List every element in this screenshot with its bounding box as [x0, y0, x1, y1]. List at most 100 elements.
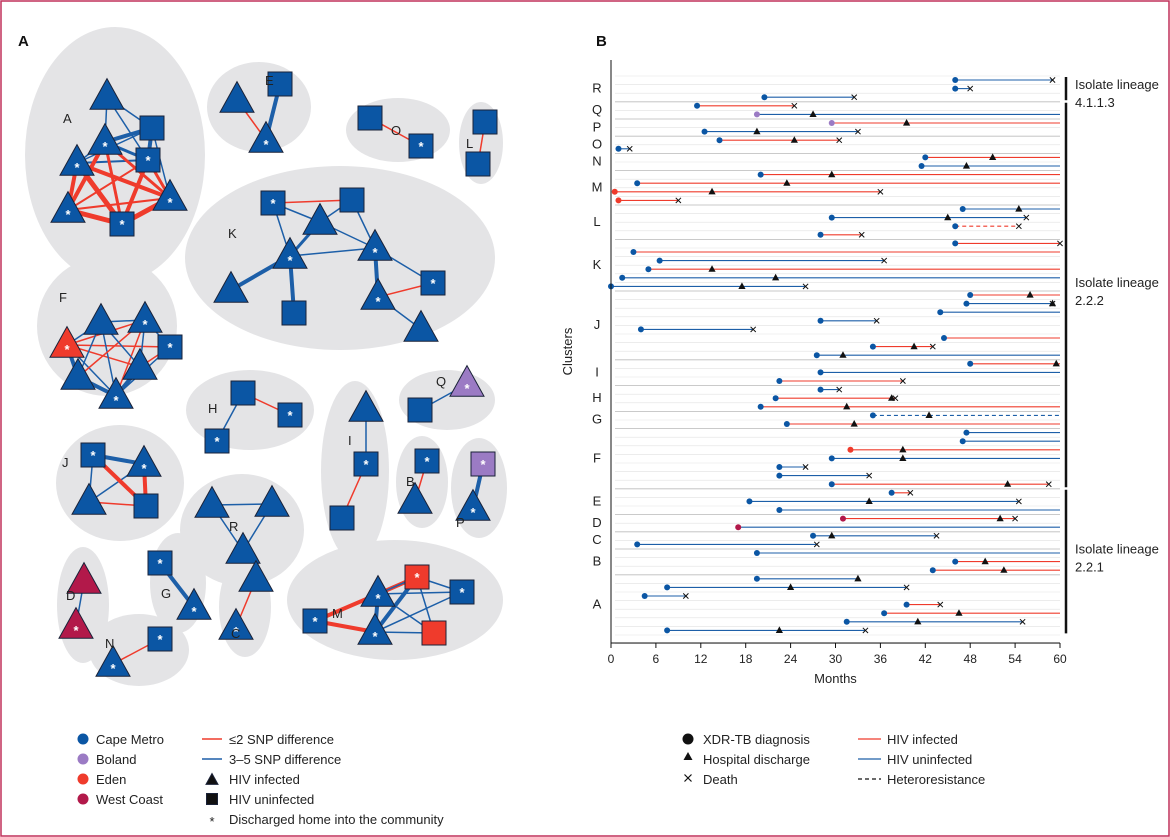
- cluster-row-label: O: [592, 137, 602, 152]
- region-legend-label: West Coast: [96, 792, 163, 807]
- hiv-uninfected-patient-node: [449, 579, 475, 605]
- edge-legend-label: ≤2 SNP difference: [229, 732, 334, 747]
- xdr-diagnosis-marker: [753, 575, 760, 582]
- hospital-discharge-marker: [738, 282, 746, 289]
- hospital-discharge-marker: [955, 609, 963, 616]
- xdr-diagnosis-marker: [828, 120, 835, 126]
- cluster-l-label: L: [466, 136, 473, 151]
- hiv-infected-patient-node: [449, 364, 485, 397]
- hiv-infected-patient-node: [59, 143, 95, 176]
- hospital-discharge-marker: [809, 110, 817, 117]
- death-marker-stroke: [1057, 240, 1063, 247]
- hiv-infected-patient-node: [238, 559, 274, 592]
- hiv-infected-patient-node: [60, 357, 96, 390]
- hiv-uninfected-patient-node: [421, 620, 447, 646]
- xdr-diagnosis-marker: [776, 378, 783, 384]
- hiv-uninfected-patient-node: [281, 300, 307, 326]
- line-legend-label: Heteroresistance: [887, 772, 985, 787]
- death-marker-stroke: [1015, 498, 1022, 505]
- cluster-row-label: B: [593, 554, 602, 569]
- hiv-uninfected-patient-node: [277, 402, 303, 428]
- hospital-discharge-marker: [775, 626, 783, 633]
- xdr-diagnosis-marker: [753, 111, 760, 118]
- discharged-star-marker: *: [430, 276, 436, 291]
- death-marker-stroke: [682, 593, 689, 599]
- discharged-star-marker: *: [375, 294, 381, 309]
- transmission-edge: [272, 199, 353, 204]
- xdr-diagnosis-marker: [664, 584, 671, 591]
- xdr-diagnosis-marker: [776, 472, 783, 479]
- death-marker: [907, 489, 914, 496]
- cluster-d-label: D: [66, 588, 75, 603]
- cluster-row-label: N: [592, 154, 601, 169]
- death-marker: [675, 197, 682, 204]
- discharged-star-marker: *: [65, 207, 71, 222]
- xdr-diagnosis-marker: [615, 145, 622, 152]
- death-marker: [1012, 515, 1019, 522]
- hospital-discharge-marker: [843, 402, 851, 410]
- hospital-discharge-marker: [902, 119, 911, 126]
- x-tick-label: 30: [829, 652, 843, 666]
- xdr-diagnosis-marker: [967, 292, 974, 298]
- line-legend-label: HIV uninfected: [887, 752, 972, 767]
- discharged-star-marker: *: [424, 454, 430, 469]
- death-marker-stroke: [866, 472, 873, 479]
- xdr-diagnosis-marker: [941, 335, 948, 341]
- hiv-infected-patient-node: [127, 300, 163, 333]
- hospital-discharge-marker: [865, 497, 873, 504]
- cluster-k-label: K: [228, 226, 237, 241]
- death-marker-stroke: [802, 283, 809, 290]
- death-marker: [937, 601, 944, 608]
- death-marker: [854, 128, 861, 135]
- cluster-row-label: K: [593, 257, 602, 272]
- xdr-diagnosis-marker: [630, 249, 637, 255]
- cluster-m-region: [287, 540, 503, 660]
- discharged-star-marker: *: [214, 434, 220, 449]
- xdr-diagnosis-marker: [634, 180, 641, 187]
- hiv-uninfected-patient-node: [147, 626, 173, 652]
- death-marker: [750, 326, 757, 333]
- death-marker: [929, 343, 936, 350]
- x-tick-label: 54: [1008, 652, 1022, 666]
- death-marker-stroke: [967, 85, 974, 92]
- discharged-star-marker: *: [263, 137, 269, 152]
- xdr-diagnosis-marker: [869, 412, 876, 419]
- death-marker: [903, 584, 910, 591]
- hiv-uninfected-patient-node: [329, 505, 355, 531]
- discharged-star-marker: *: [414, 570, 420, 585]
- hospital-discharge-marker: [996, 514, 1004, 522]
- cluster-row-label: L: [593, 214, 600, 229]
- cluster-n-label: N: [105, 636, 114, 651]
- death-marker-stroke: [675, 197, 682, 204]
- lineage-label: Isolate lineage 2.2.2: [1075, 275, 1159, 308]
- cluster-r-label: R: [229, 519, 238, 534]
- hiv-infected-patient-node: [194, 485, 230, 518]
- hospital-discharge-marker: [850, 420, 858, 427]
- death-marker: [1019, 618, 1026, 625]
- xdr-diagnosis-marker: [828, 455, 835, 462]
- xdr-diagnosis-marker: [959, 206, 966, 212]
- death-marker-stroke: [626, 145, 633, 152]
- cluster-b-label: B: [406, 474, 415, 489]
- hiv-uninfected-patient-node: [472, 109, 498, 135]
- hiv-infected-patient-node: [89, 77, 125, 110]
- hiv-infected-patient-node: [152, 178, 188, 211]
- death-marker-stroke: [854, 128, 861, 135]
- cluster-row-label: I: [595, 364, 599, 379]
- transmission-edge: [103, 140, 124, 226]
- hiv-infected-patient-node: [360, 574, 396, 607]
- death-marker-stroke: [903, 584, 910, 591]
- death-marker-stroke: [929, 343, 936, 350]
- death-marker: [1049, 77, 1056, 83]
- cluster-g-label: G: [161, 586, 171, 601]
- hiv-uninfected-patient-node: [135, 147, 161, 173]
- death-marker: [1015, 498, 1022, 505]
- death-marker-stroke: [836, 137, 843, 144]
- shape-legend-label: HIV uninfected: [229, 792, 314, 807]
- death-marker: [933, 532, 940, 539]
- x-tick-label: 6: [653, 652, 660, 666]
- death-marker: [802, 283, 809, 290]
- death-marker: [1015, 223, 1022, 230]
- hospital-discharge-marker: [1004, 480, 1012, 487]
- death-marker: [813, 541, 820, 548]
